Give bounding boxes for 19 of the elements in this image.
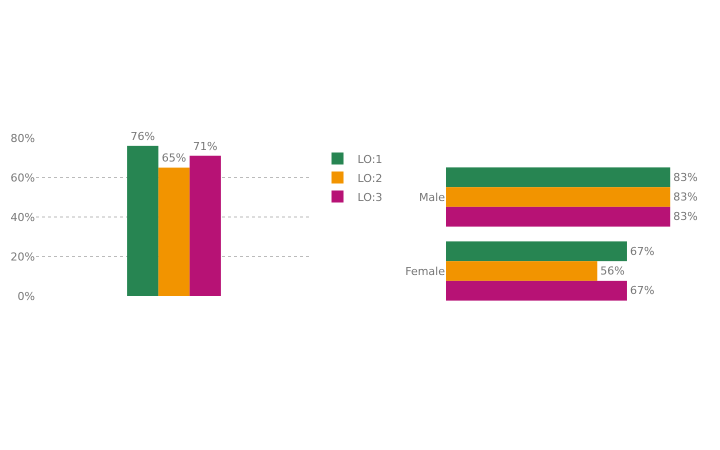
data-label: 71% bbox=[193, 140, 218, 153]
data-label: 67% bbox=[630, 284, 654, 298]
legend-label: LO:2 bbox=[358, 172, 382, 185]
data-label: 83% bbox=[673, 210, 698, 224]
y-tick-label: 20% bbox=[10, 250, 35, 264]
legend-label: LO:1 bbox=[358, 152, 382, 166]
data-label: 65% bbox=[162, 152, 186, 165]
data-label: 76% bbox=[130, 130, 155, 143]
y-tick-label: Female bbox=[405, 264, 446, 278]
y-tick-label: 80% bbox=[10, 132, 35, 145]
data-label: 56% bbox=[600, 264, 625, 278]
y-tick-label: 60% bbox=[10, 171, 35, 184]
y-tick-label: Male bbox=[418, 190, 446, 204]
data-label: 83% bbox=[673, 190, 698, 204]
legend-label: LO:3 bbox=[358, 190, 382, 204]
data-label: 67% bbox=[630, 244, 654, 258]
data-label: 83% bbox=[673, 170, 698, 184]
y-tick-label: 40% bbox=[10, 210, 35, 224]
y-tick-label: 0% bbox=[18, 290, 35, 303]
